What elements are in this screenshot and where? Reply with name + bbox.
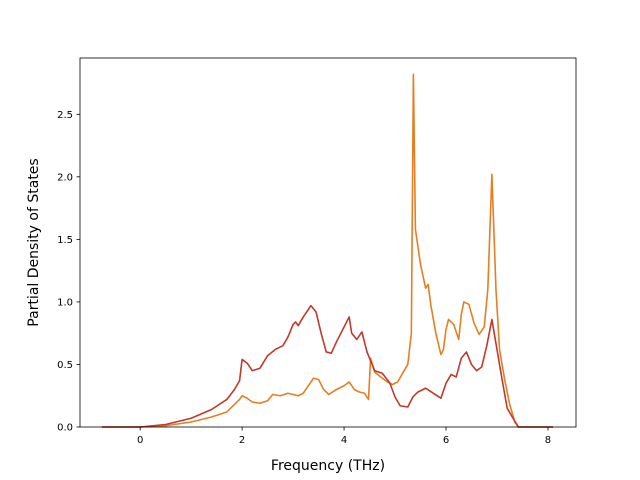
- x-tick-label: 6: [443, 435, 449, 446]
- y-tick-label: 1.0: [57, 297, 73, 308]
- y-tick-label: 2.0: [57, 172, 73, 183]
- x-axis: 0 2 4 6 8: [137, 427, 551, 446]
- y-axis-label: Partial Density of States: [26, 158, 42, 326]
- y-axis: 0.0 0.5 1.0 1.5 2.0 2.5: [57, 110, 80, 434]
- series-layer: [101, 73, 554, 428]
- y-tick-label: 1.5: [57, 235, 73, 246]
- x-tick-label: 4: [341, 435, 347, 446]
- x-axis-label: Frequency (THz): [271, 458, 385, 474]
- y-tick-label: 0.0: [57, 423, 73, 434]
- x-tick-label: 8: [545, 435, 551, 446]
- plot-frame: [79, 57, 577, 428]
- series-line-2: [101, 304, 554, 428]
- plot-area: [80, 58, 576, 427]
- y-tick-label: 0.5: [57, 360, 73, 371]
- x-tick-label: 0: [137, 435, 143, 446]
- y-tick-label: 2.5: [57, 110, 73, 121]
- series-line-1: [101, 73, 554, 428]
- x-tick-label: 2: [239, 435, 245, 446]
